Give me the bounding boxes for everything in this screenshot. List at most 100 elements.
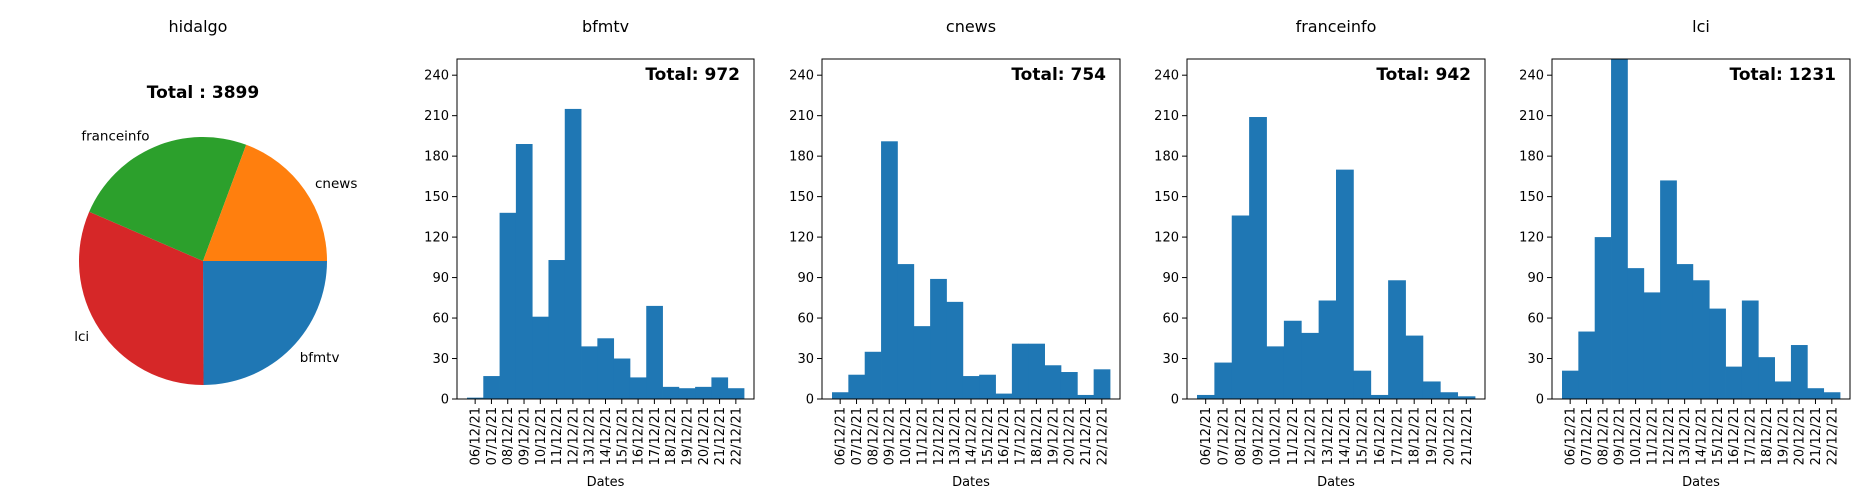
bar-19/12/21 bbox=[1774, 381, 1792, 399]
bar-06/12/21 bbox=[1197, 394, 1215, 399]
x-tick-label: 06/12/21 bbox=[1564, 407, 1579, 465]
x-tick-label: 09/12/21 bbox=[883, 407, 898, 465]
y-tick-label: 90 bbox=[797, 271, 814, 286]
bar-17/12/21 bbox=[646, 305, 663, 399]
y-tick-label: 180 bbox=[1154, 150, 1179, 165]
x-tick-label: 11/12/21 bbox=[1645, 407, 1660, 465]
x-tick-label: 07/12/21 bbox=[850, 407, 865, 465]
y-tick-label: 180 bbox=[789, 150, 814, 165]
pie-label-cnews: cnews bbox=[315, 176, 357, 192]
x-tick-label: 11/12/21 bbox=[1286, 407, 1301, 465]
y-tick-label: 150 bbox=[789, 190, 814, 205]
bar-12/12/21 bbox=[564, 108, 582, 399]
x-tick-label: 22/12/21 bbox=[729, 407, 744, 465]
x-tick-label: 12/12/21 bbox=[566, 407, 581, 465]
y-tick-label: 210 bbox=[1154, 109, 1179, 124]
x-tick-label: 21/12/21 bbox=[1809, 407, 1824, 465]
bar-15/12/21 bbox=[1709, 308, 1726, 399]
pie-slice-lci bbox=[78, 211, 204, 386]
panel-title: lci bbox=[1692, 17, 1710, 36]
y-tick-label: 180 bbox=[1519, 150, 1544, 165]
bar-12/12/21 bbox=[1301, 332, 1320, 399]
bar-20/12/21 bbox=[1790, 345, 1808, 399]
x-axis-label: Dates bbox=[1317, 475, 1355, 490]
total-label: Total: 972 bbox=[645, 65, 740, 85]
y-tick-label: 120 bbox=[789, 231, 814, 246]
bar-06/12/21 bbox=[467, 397, 484, 399]
bar-22/12/21 bbox=[727, 388, 745, 399]
x-tick-label: 16/12/21 bbox=[632, 407, 647, 465]
bar-panel-lci: lci 0 30 60 90 120 150 180 210 240 06/12/21 07/12/2… bbox=[1519, 17, 1851, 490]
x-tick-label: 17/12/21 bbox=[648, 407, 663, 465]
bar-09/12/21 bbox=[515, 144, 533, 399]
x-tick-label: 14/12/21 bbox=[1695, 407, 1710, 465]
bar-20/12/21 bbox=[1060, 372, 1078, 399]
bar-09/12/21 bbox=[881, 141, 898, 399]
bars bbox=[832, 141, 1111, 399]
bar-18/12/21 bbox=[1028, 343, 1045, 399]
panel-title: franceinfo bbox=[1296, 17, 1377, 36]
x-tick-label: 19/12/21 bbox=[1425, 407, 1440, 465]
bar-19/12/21 bbox=[678, 388, 696, 399]
bars bbox=[467, 108, 745, 399]
bar-10/12/21 bbox=[1266, 346, 1285, 399]
x-tick-label: 12/12/21 bbox=[932, 407, 947, 465]
x-tick-label: 20/12/21 bbox=[1793, 407, 1808, 465]
x-tick-label: 12/12/21 bbox=[1303, 407, 1318, 465]
x-tick-label: 10/12/21 bbox=[1269, 407, 1284, 465]
axes-frame bbox=[1186, 58, 1486, 400]
x-axis-label: Dates bbox=[587, 475, 625, 490]
x-tick-label: 06/12/21 bbox=[834, 407, 849, 465]
bar-16/12/21 bbox=[1725, 366, 1743, 399]
y-tick-label: 0 bbox=[1171, 393, 1179, 408]
bar-14/12/21 bbox=[1692, 280, 1710, 399]
bar-17/12/21 bbox=[1388, 280, 1406, 399]
pie-label-bfmtv: bfmtv bbox=[300, 350, 340, 366]
x-tick-label: 21/12/21 bbox=[1079, 407, 1094, 465]
bar-13/12/21 bbox=[1318, 300, 1337, 399]
pie-label-franceinfo: franceinfo bbox=[81, 129, 149, 145]
x-tick-label: 14/12/21 bbox=[1338, 407, 1353, 465]
x-tick-label: 10/12/21 bbox=[899, 407, 914, 465]
bar-21/12/21 bbox=[1077, 394, 1095, 399]
bar-21/12/21 bbox=[711, 377, 729, 399]
x-tick-label: 13/12/21 bbox=[1678, 407, 1693, 465]
x-tick-label: 18/12/21 bbox=[1030, 407, 1045, 465]
x-tick-label: 09/12/21 bbox=[1251, 407, 1266, 465]
bar-11/12/21 bbox=[1283, 320, 1302, 399]
x-tick-label: 20/12/21 bbox=[1063, 407, 1078, 465]
y-tick-label: 60 bbox=[432, 312, 449, 327]
x-tick-label: 14/12/21 bbox=[965, 407, 980, 465]
pie-title: hidalgo bbox=[169, 17, 228, 36]
x-axis-label: Dates bbox=[952, 475, 990, 490]
pie-slice-cnews bbox=[203, 144, 327, 261]
x-tick-label: 15/12/21 bbox=[1711, 407, 1726, 465]
total-label: Total: 754 bbox=[1011, 65, 1106, 85]
bar-13/12/21 bbox=[1676, 264, 1694, 399]
y-tick-label: 60 bbox=[1527, 312, 1544, 327]
bar-panel-franceinfo: franceinfo 0 30 60 90 120 150 180 210 240 06/12/21… bbox=[1154, 17, 1486, 490]
bar-09/12/21 bbox=[1249, 117, 1267, 399]
bar-21/12/21 bbox=[1807, 388, 1825, 399]
bar-panel-bfmtv: bfmtv 0 30 60 90 120 150 180 210 240 06/12/21 07/12… bbox=[424, 17, 755, 490]
y-tick-label: 240 bbox=[424, 69, 449, 84]
bar-panel-cnews: cnews 0 30 60 90 120 150 180 210 240 06/12/21 07/12… bbox=[789, 17, 1121, 490]
bar-22/12/21 bbox=[1093, 369, 1111, 399]
bar-15/12/21 bbox=[613, 358, 631, 399]
bar-11/12/21 bbox=[548, 260, 566, 399]
bar-20/12/21 bbox=[695, 386, 712, 399]
bar-07/12/21 bbox=[1214, 362, 1233, 399]
bar-16/12/21 bbox=[1370, 394, 1389, 399]
y-tick-label: 210 bbox=[789, 109, 814, 124]
y-tick-label: 60 bbox=[1162, 312, 1179, 327]
bar-14/12/21 bbox=[962, 376, 980, 399]
pie-slice-bfmtv bbox=[203, 261, 327, 385]
bar-16/12/21 bbox=[995, 393, 1013, 399]
bar-17/12/21 bbox=[1011, 343, 1029, 399]
bar-20/12/21 bbox=[1440, 392, 1459, 399]
bar-19/12/21 bbox=[1044, 365, 1062, 399]
y-tick-label: 210 bbox=[1519, 109, 1544, 124]
bar-12/12/21 bbox=[930, 278, 947, 399]
x-tick-label: 11/12/21 bbox=[915, 407, 930, 465]
